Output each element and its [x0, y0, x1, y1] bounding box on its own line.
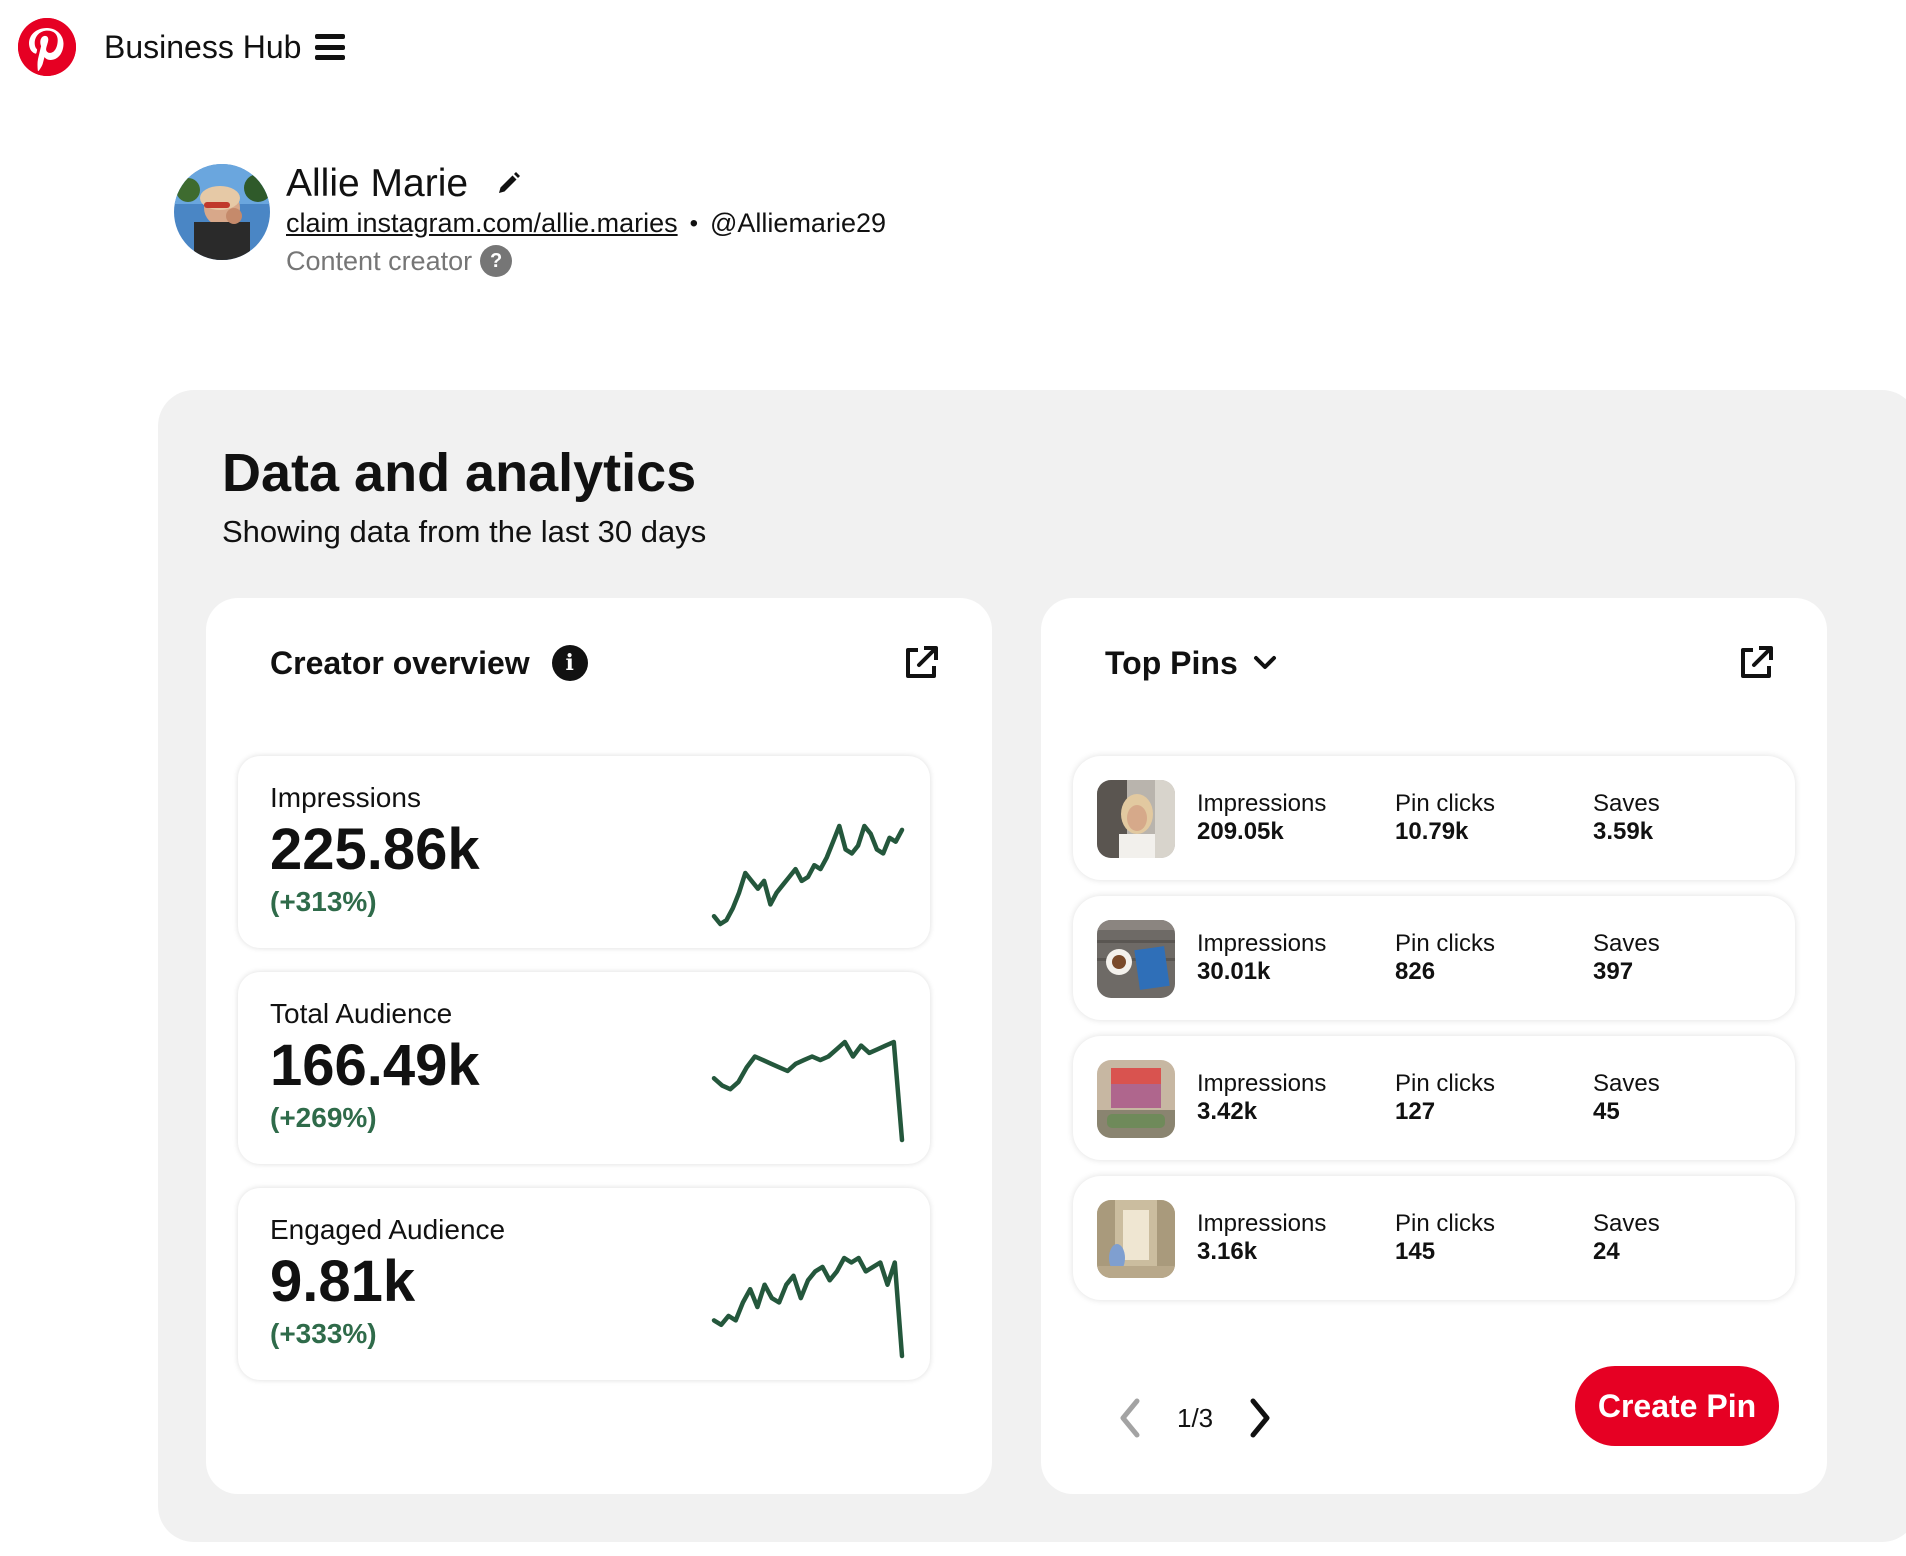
- pagination: 1/3: [1113, 1388, 1277, 1448]
- metric-value: 9.81k: [270, 1249, 416, 1314]
- top-pin-row[interactable]: Impressions 30.01k Pin clicks 826 Saves …: [1073, 896, 1795, 1020]
- pin-impressions-label: Impressions: [1197, 1210, 1327, 1237]
- pin-impressions-value: 209.05k: [1197, 818, 1284, 845]
- pin-saves-label: Saves: [1593, 1070, 1660, 1097]
- profile-name: Allie Marie: [286, 162, 469, 205]
- metric-label: Total Audience: [270, 998, 453, 1029]
- pin-saves-label: Saves: [1593, 1210, 1660, 1237]
- top-pin-row[interactable]: Impressions 209.05k Pin clicks 10.79k Sa…: [1073, 756, 1795, 880]
- metric-card-impressions[interactable]: Impressions 225.86k (+313%): [238, 756, 930, 948]
- profile-handle: @Alliemarie29: [710, 208, 886, 238]
- impressions-sparkline: [711, 823, 905, 927]
- pin-saves-value: 397: [1593, 958, 1634, 985]
- pin-impressions-value: 30.01k: [1197, 958, 1271, 985]
- claim-instagram-link[interactable]: claim instagram.com/allie.maries: [286, 208, 678, 238]
- separator-dot: •: [689, 209, 699, 237]
- edit-pencil-icon[interactable]: [494, 170, 522, 198]
- total-audience-sparkline: [711, 1039, 905, 1143]
- creator-overview-card: Creator overview i Impressions 225.86k (…: [206, 598, 992, 1494]
- metric-card-engaged-audience[interactable]: Engaged Audience 9.81k (+333%): [238, 1188, 930, 1380]
- pin-thumbnail: [1097, 920, 1175, 998]
- chevron-left-icon[interactable]: [1113, 1393, 1147, 1443]
- analytics-subtitle: Showing data from the last 30 days: [222, 514, 707, 549]
- creator-overview-title: Creator overview: [270, 644, 530, 681]
- top-bar: Business Hub: [18, 18, 346, 76]
- pin-clicks-value: 127: [1395, 1098, 1436, 1125]
- pin-impressions-value: 3.42k: [1197, 1098, 1258, 1125]
- avatar[interactable]: [174, 164, 270, 260]
- engaged-audience-sparkline: [711, 1255, 905, 1359]
- metric-value: 225.86k: [270, 817, 480, 882]
- top-pin-row[interactable]: Impressions 3.16k Pin clicks 145 Saves 2…: [1073, 1176, 1795, 1300]
- pin-clicks-label: Pin clicks: [1395, 1070, 1496, 1097]
- pin-impressions-label: Impressions: [1197, 930, 1327, 957]
- metric-change: (+333%): [270, 1318, 377, 1349]
- pin-clicks-label: Pin clicks: [1395, 1210, 1496, 1237]
- chevron-right-icon[interactable]: [1243, 1393, 1277, 1443]
- external-link-icon[interactable]: [902, 644, 940, 682]
- pinterest-logo-icon[interactable]: [18, 18, 76, 76]
- pin-impressions-label: Impressions: [1197, 790, 1327, 817]
- chevron-down-icon[interactable]: [1252, 650, 1278, 676]
- analytics-title: Data and analytics: [222, 443, 697, 503]
- pin-saves-value: 24: [1593, 1238, 1620, 1265]
- pin-clicks-label: Pin clicks: [1395, 790, 1496, 817]
- pin-impressions-label: Impressions: [1197, 1070, 1327, 1097]
- metric-change: (+269%): [270, 1102, 377, 1133]
- metric-card-total-audience[interactable]: Total Audience 166.49k (+269%): [238, 972, 930, 1164]
- profile-section: Allie Marie claim instagram.com/allie.ma…: [174, 162, 886, 277]
- metric-label: Impressions: [270, 782, 421, 813]
- pin-saves-label: Saves: [1593, 930, 1660, 957]
- create-pin-button[interactable]: Create Pin: [1575, 1366, 1779, 1446]
- top-pin-row[interactable]: Impressions 3.42k Pin clicks 127 Saves 4…: [1073, 1036, 1795, 1160]
- top-pins-card: Top Pins: [1041, 598, 1827, 1494]
- pin-thumbnail: [1097, 780, 1175, 858]
- external-link-icon[interactable]: [1737, 644, 1775, 682]
- pin-clicks-value: 826: [1395, 958, 1436, 985]
- pin-clicks-value: 145: [1395, 1238, 1436, 1265]
- pin-thumbnail: [1097, 1200, 1175, 1278]
- metric-label: Engaged Audience: [270, 1214, 506, 1245]
- top-pins-title[interactable]: Top Pins: [1105, 644, 1238, 681]
- metric-change: (+313%): [270, 886, 377, 917]
- pin-saves-value: 3.59k: [1593, 818, 1654, 845]
- pin-saves-label: Saves: [1593, 790, 1660, 817]
- pin-clicks-value: 10.79k: [1395, 818, 1469, 845]
- profile-role: Content creator: [286, 245, 473, 276]
- pagination-label: 1/3: [1177, 1402, 1214, 1433]
- app-title: Business Hub: [104, 28, 302, 65]
- metric-value: 166.49k: [270, 1033, 480, 1098]
- pin-saves-value: 45: [1593, 1098, 1620, 1125]
- hamburger-menu-icon[interactable]: [315, 34, 346, 60]
- analytics-panel: Data and analytics Showing data from the…: [158, 390, 1906, 1542]
- info-icon[interactable]: i: [551, 645, 588, 681]
- pin-clicks-label: Pin clicks: [1395, 930, 1496, 957]
- pin-thumbnail: [1097, 1060, 1175, 1138]
- help-question-icon[interactable]: ?: [480, 245, 513, 277]
- pin-impressions-value: 3.16k: [1197, 1238, 1258, 1265]
